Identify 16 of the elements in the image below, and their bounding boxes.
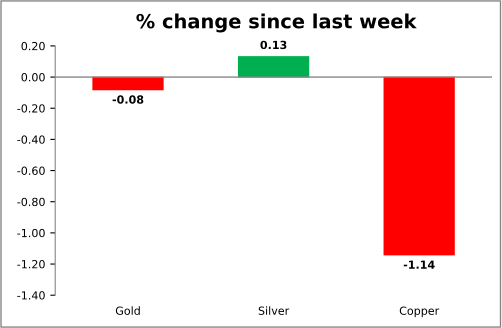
chart-title: % change since last week xyxy=(136,13,417,32)
data-label: -1.14 xyxy=(404,260,435,269)
y-tick-label: 0.00 xyxy=(21,73,45,82)
y-tick-label: -1.00 xyxy=(17,228,45,238)
x-tick-label: Silver xyxy=(258,306,290,315)
data-label: 0.13 xyxy=(260,40,286,50)
y-tick-label: -1.40 xyxy=(17,291,45,300)
y-tick-label: -0.40 xyxy=(17,135,45,144)
x-tick-label: Copper xyxy=(400,306,440,318)
data-label: -0.08 xyxy=(112,95,144,104)
y-tick-label: -0.80 xyxy=(17,198,45,206)
y-tick-label: 0.20 xyxy=(21,42,45,50)
y-tick-label: -1.20 xyxy=(17,260,45,268)
x-tick-label: Gold xyxy=(116,306,140,315)
y-tick-label: -0.20 xyxy=(17,104,45,113)
y-tick-label: -0.60 xyxy=(17,166,45,175)
